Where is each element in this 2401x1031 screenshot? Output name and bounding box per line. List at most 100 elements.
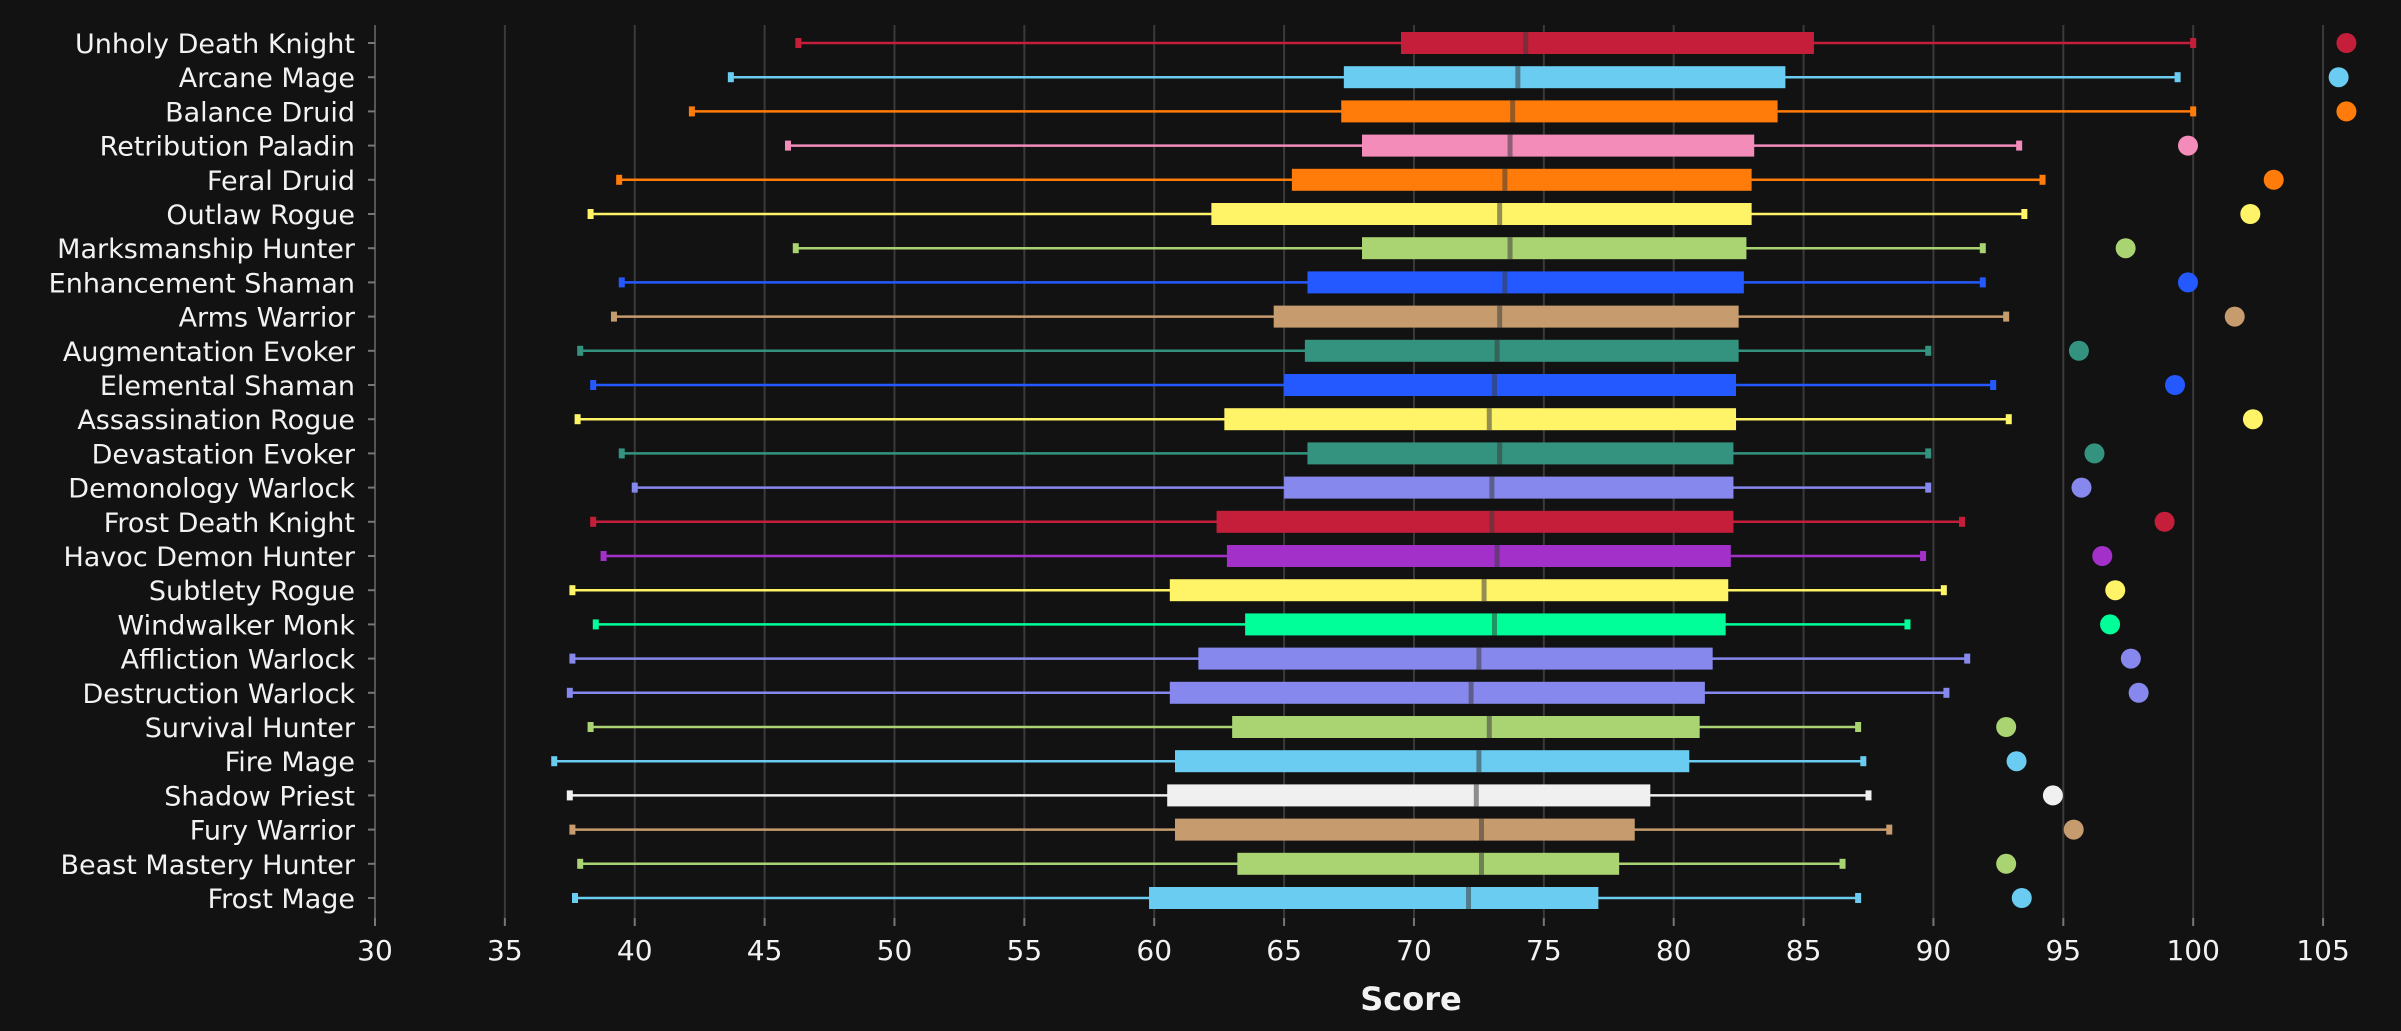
whisker-cap-max — [1855, 893, 1862, 903]
whisker-cap-max — [1964, 653, 1971, 664]
iqr-box — [1307, 271, 1744, 294]
median-marker — [1491, 613, 1497, 636]
box-series — [551, 32, 2197, 909]
whisker-cap-min — [792, 243, 799, 254]
category-label: Survival Hunter — [145, 713, 356, 744]
whisker-cap-max — [1925, 482, 1932, 493]
iqr-box — [1291, 168, 1752, 191]
whisker-cap-min — [587, 209, 594, 219]
x-tick-label: 50 — [877, 934, 913, 967]
median-marker — [1497, 442, 1503, 465]
median-marker — [1497, 203, 1503, 225]
whisker-cap-min — [590, 380, 597, 390]
x-tick-label: 95 — [2045, 934, 2081, 967]
x-tick-label: 45 — [747, 934, 783, 967]
iqr-box — [1167, 784, 1651, 807]
category-label: Affliction Warlock — [121, 645, 356, 676]
median-marker — [1494, 339, 1500, 362]
median-marker — [1478, 852, 1484, 875]
category-label: Subtlety Rogue — [149, 576, 355, 607]
category-label: Windwalker Monk — [117, 610, 355, 641]
iqr-box — [1307, 442, 1734, 465]
whisker-cap-max — [1860, 756, 1867, 767]
whisker-cap-min — [688, 106, 695, 117]
outlier-point — [2240, 204, 2261, 224]
iqr-box — [1149, 887, 1599, 909]
category-label: Augmentation Evoker — [63, 337, 356, 368]
whisker-cap-min — [795, 38, 802, 48]
x-tick-label: 30 — [357, 934, 393, 967]
whisker-cap-max — [1839, 858, 1846, 869]
iqr-box — [1175, 818, 1635, 841]
outlier-point — [2263, 169, 2284, 190]
median-marker — [1502, 271, 1508, 294]
whisker-cap-min — [592, 619, 599, 630]
whisker-cap-max — [1943, 687, 1950, 698]
whisker-cap-min — [566, 790, 573, 801]
category-label: Fire Mage — [225, 747, 355, 778]
outlier-point — [2242, 409, 2263, 430]
whisker-cap-min — [572, 893, 578, 903]
category-label: Destruction Warlock — [82, 679, 355, 710]
median-marker — [1481, 579, 1487, 602]
outlier-point — [2336, 101, 2357, 122]
category-label: Beast Mastery Hunter — [60, 850, 355, 881]
x-tick-label: 35 — [487, 934, 523, 967]
outlier-point — [2105, 580, 2126, 601]
median-marker — [1515, 66, 1521, 89]
outlier-point — [2063, 819, 2084, 840]
median-marker — [1523, 32, 1529, 54]
whisker-cap-max — [1990, 380, 1997, 390]
whisker-cap-max — [2174, 72, 2181, 83]
category-label: Balance Druid — [165, 97, 355, 128]
axes — [368, 25, 2325, 926]
iqr-box — [1304, 339, 1739, 362]
outlier-point — [2115, 238, 2136, 259]
outlier-point — [2011, 888, 2032, 908]
whisker-cap-min — [577, 345, 584, 356]
category-label: Devastation Evoker — [92, 439, 356, 470]
outlier-point — [2120, 648, 2141, 669]
category-label: Shadow Priest — [164, 781, 355, 812]
whisker-cap-max — [1925, 448, 1932, 459]
whisker-cap-min — [618, 448, 625, 459]
whisker-cap-min — [574, 414, 581, 425]
whisker-cap-min — [600, 551, 607, 561]
whisker-cap-max — [2016, 140, 2023, 151]
whisker-cap-min — [569, 653, 576, 664]
iqr-box — [1284, 374, 1737, 396]
whisker-cap-min — [587, 722, 594, 732]
outlier-point — [1996, 853, 2017, 874]
whisker-cap-max — [1979, 243, 1986, 254]
iqr-box — [1341, 100, 1778, 123]
category-label: Frost Mage — [208, 884, 355, 915]
whisker-cap-max — [1904, 619, 1911, 630]
whisker-cap-min — [566, 687, 573, 698]
median-marker — [1486, 408, 1492, 431]
outlier-point — [1996, 717, 2017, 737]
median-marker — [1473, 784, 1479, 807]
outlier-point — [2068, 340, 2089, 361]
iqr-box — [1362, 134, 1755, 157]
median-marker — [1489, 476, 1495, 499]
category-label: Havoc Demon Hunter — [63, 542, 355, 573]
category-label: Retribution Paladin — [100, 132, 355, 163]
category-label: Demonology Warlock — [68, 474, 355, 505]
whisker-cap-min — [551, 756, 558, 767]
iqr-box — [1169, 681, 1705, 704]
whisker-cap-max — [1925, 345, 1932, 356]
category-label: Enhancement Shaman — [49, 268, 355, 299]
iqr-box — [1343, 66, 1786, 89]
outlier-point — [2177, 135, 2198, 156]
outlier-point — [2071, 477, 2092, 498]
category-label: Arms Warrior — [179, 303, 356, 334]
whisker-cap-min — [618, 277, 625, 288]
median-marker — [1476, 647, 1482, 670]
category-label: Marksmanship Hunter — [57, 234, 356, 265]
x-tick-label: 105 — [2296, 934, 2349, 967]
whisker-cap-max — [2005, 414, 2012, 425]
x-tick-label: 75 — [1526, 934, 1562, 967]
x-tick-label: 80 — [1656, 934, 1692, 967]
